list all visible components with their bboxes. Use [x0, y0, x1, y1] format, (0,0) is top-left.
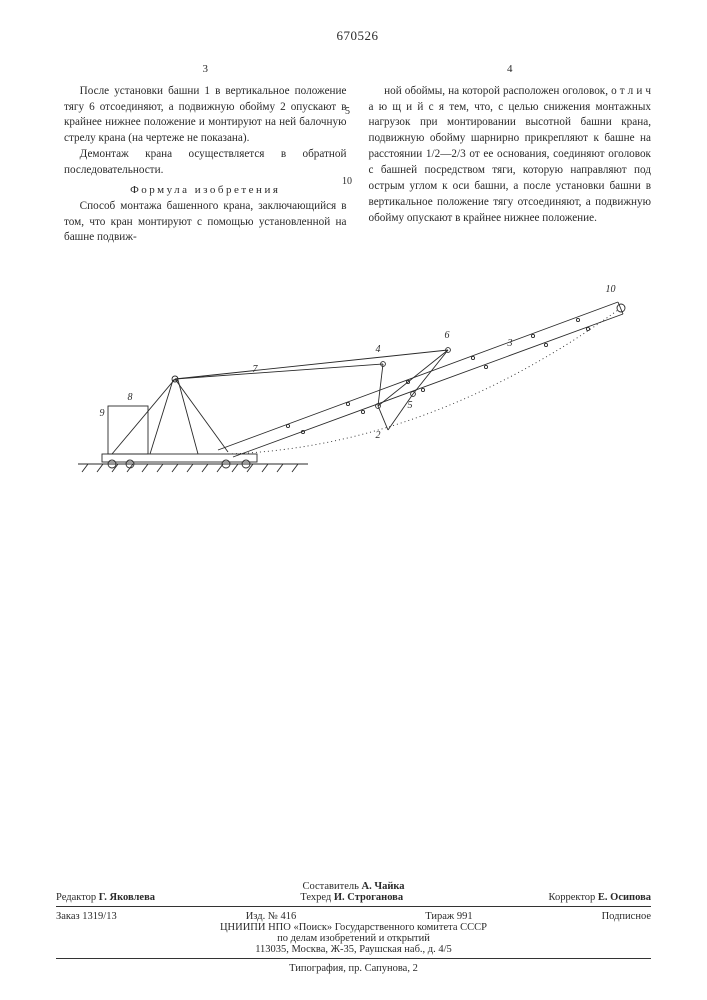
line-marker-5: 5: [345, 106, 350, 117]
line-marker-10: 10: [342, 176, 352, 187]
fig-label-2: 2: [376, 430, 381, 441]
izd-cell: Изд. № 416: [246, 911, 297, 922]
right-col-number: 4: [369, 62, 652, 78]
org-line-2: по делам изобретений и открытий: [56, 933, 651, 944]
footer-rule-1: [56, 906, 651, 907]
fig-label-5: 5: [408, 400, 413, 411]
techred-cell: Техред И. Строганова: [300, 892, 403, 903]
editor-cell: Редактор Г. Яковлева: [56, 892, 155, 903]
footer-block: Составитель А. Чайка Редактор Г. Яковлев…: [56, 881, 651, 974]
order-cell: Заказ 1319/13: [56, 911, 117, 922]
para: Демонтаж крана осуществляется в обратной…: [64, 147, 347, 179]
fig-label-3: 3: [508, 338, 513, 349]
compiler-line: Составитель А. Чайка: [56, 881, 651, 892]
editorial-row: Редактор Г. Яковлева Техред И. Строганов…: [56, 892, 651, 903]
para: ной обоймы, на которой расположен оголов…: [369, 84, 652, 227]
compiler-label: Составитель: [302, 881, 358, 892]
typography-line: Типография, пр. Сапунова, 2: [56, 963, 651, 974]
technical-figure: 10 3 6 4 5 2 7 8 9: [78, 272, 638, 482]
formula-heading: Формула изобретения: [64, 183, 347, 199]
org-line-1: ЦНИИПИ НПО «Поиск» Государственного коми…: [56, 922, 651, 933]
order-row: Заказ 1319/13 Изд. № 416 Тираж 991 Подпи…: [56, 911, 651, 922]
fig-label-9: 9: [100, 408, 105, 419]
text-columns: 3 После установки башни 1 в вертикальное…: [64, 62, 651, 246]
left-col-number: 3: [64, 62, 347, 78]
fig-label-8: 8: [128, 392, 133, 403]
patent-number: 670526: [64, 28, 651, 44]
org-line-3: 113035, Москва, Ж-35, Раушская наб., д. …: [56, 944, 651, 955]
fig-label-7: 7: [253, 364, 258, 375]
sub-cell: Подписное: [602, 911, 651, 922]
para: После установки башни 1 в вертикальное п…: [64, 84, 347, 148]
fig-label-10: 10: [606, 284, 616, 295]
tirage-cell: Тираж 991: [425, 911, 472, 922]
para: Способ монтажа башенного крана, заключаю…: [64, 199, 347, 247]
corrector-cell: Корректор Е. Осипова: [548, 892, 651, 903]
fig-label-4: 4: [376, 344, 381, 355]
fig-label-6: 6: [445, 330, 450, 341]
crane-diagram-svg: [78, 272, 638, 482]
compiler-name: А. Чайка: [362, 881, 405, 892]
left-column: 3 После установки башни 1 в вертикальное…: [64, 62, 347, 246]
right-column: 4 ной обоймы, на которой расположен огол…: [369, 62, 652, 246]
footer-rule-2: [56, 958, 651, 959]
